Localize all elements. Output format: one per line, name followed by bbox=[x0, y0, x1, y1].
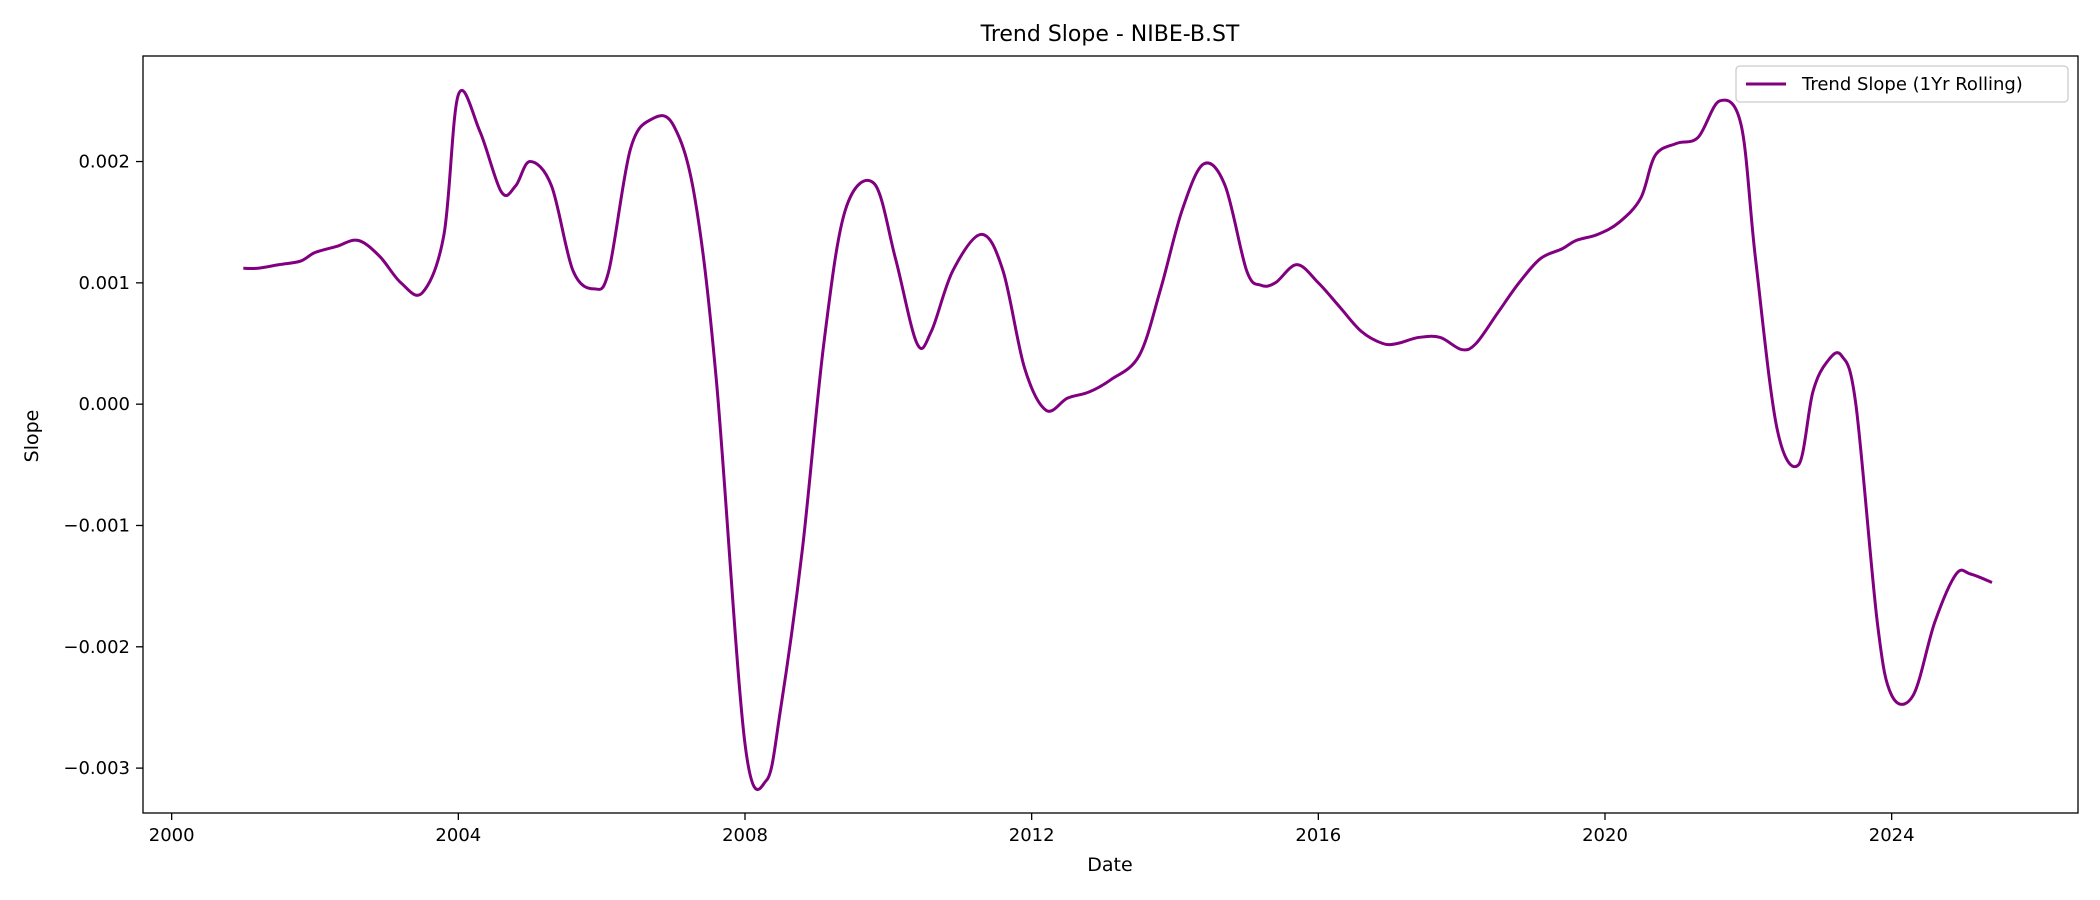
x-tick-label: 2004 bbox=[435, 825, 481, 846]
x-tick-label: 2000 bbox=[149, 825, 195, 846]
x-tick-label: 2008 bbox=[722, 825, 768, 846]
y-tick-label: 0.002 bbox=[78, 152, 130, 173]
plot-area-frame bbox=[142, 55, 2079, 814]
x-tick-label: 2024 bbox=[1869, 825, 1915, 846]
y-axis-label: Slope bbox=[21, 410, 43, 463]
series-layer bbox=[243, 89, 1993, 792]
y-axis-ticks: −0.003 −0.002 −0.001 0.000 0.001 0.002 bbox=[63, 152, 143, 779]
chart-title: Trend Slope - NIBE-B.ST bbox=[980, 22, 1240, 47]
legend-frame bbox=[1735, 65, 2069, 103]
x-tick-label: 2012 bbox=[1009, 825, 1055, 846]
y-tick-label: −0.001 bbox=[63, 515, 130, 536]
x-tick-label: 2020 bbox=[1582, 825, 1628, 846]
y-tick-label: 0.001 bbox=[78, 273, 130, 294]
y-tick-label: 0.000 bbox=[78, 394, 130, 415]
legend-label: Trend Slope (1Yr Rolling) bbox=[1801, 74, 2023, 95]
x-axis-label: Date bbox=[1087, 854, 1132, 876]
x-tick-label: 2016 bbox=[1295, 825, 1341, 846]
y-tick-label: −0.002 bbox=[63, 637, 130, 658]
y-tick-label: −0.003 bbox=[63, 758, 130, 779]
legend: Trend Slope (1Yr Rolling) bbox=[1735, 65, 2069, 103]
x-axis-ticks: 2000 2004 2008 2012 2016 2020 2024 bbox=[149, 813, 1915, 846]
series-line-trend-slope bbox=[243, 89, 1993, 792]
